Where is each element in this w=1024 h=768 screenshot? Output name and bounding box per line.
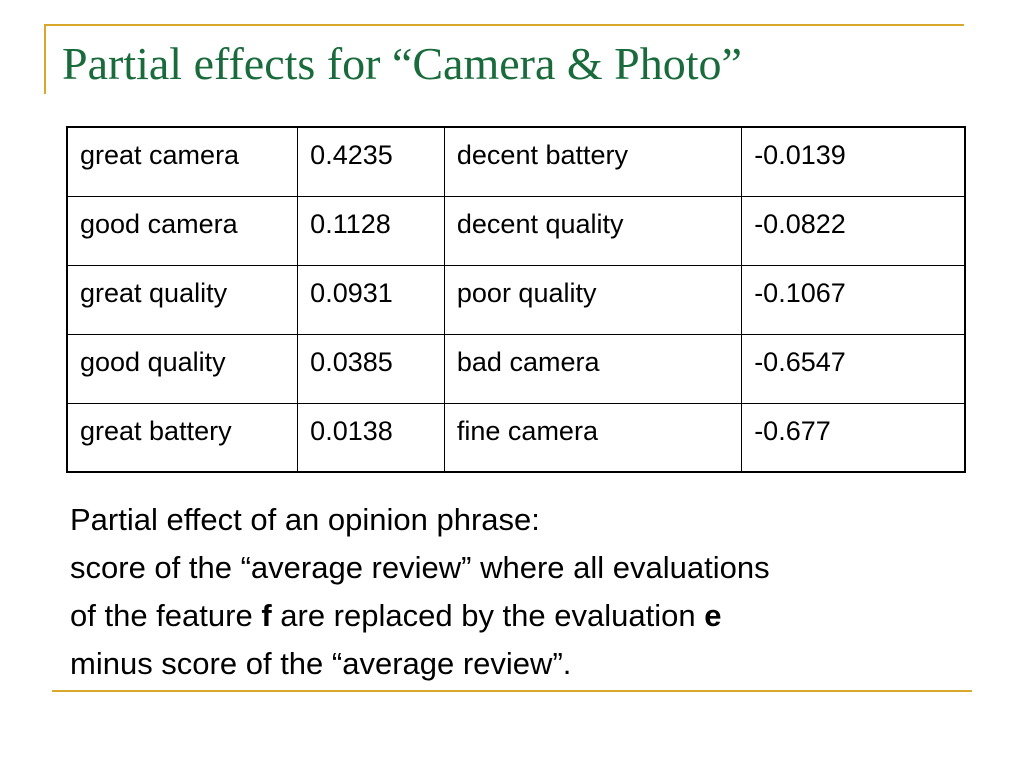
table-row: great quality 0.0931 poor quality -0.106…: [66, 264, 966, 335]
positive-value-cell: 0.4235: [297, 126, 445, 197]
table-row: good camera 0.1128 decent quality -0.082…: [66, 195, 966, 266]
definition-fragment: of the feature: [70, 598, 262, 633]
negative-phrase-cell: fine camera: [443, 402, 743, 473]
top-rule: [44, 24, 964, 26]
negative-value-cell: -0.1067: [741, 264, 966, 335]
definition-line: Partial effect of an opinion phrase:: [70, 502, 540, 537]
positive-value-cell: 0.1128: [297, 195, 445, 266]
definition-line: minus score of the “average review”.: [70, 646, 572, 681]
table-row: great battery 0.0138 fine camera -0.677: [66, 402, 966, 473]
positive-value-cell: 0.0931: [297, 264, 445, 335]
definition-line: of the feature f are replaced by the eva…: [70, 592, 990, 640]
positive-phrase-cell: great quality: [66, 264, 299, 335]
positive-phrase-cell: good quality: [66, 333, 299, 404]
negative-phrase-cell: decent battery: [443, 126, 743, 197]
positive-phrase-cell: great camera: [66, 126, 299, 197]
negative-phrase-cell: decent quality: [443, 195, 743, 266]
evaluation-symbol: e: [704, 598, 722, 633]
definition-text: Partial effect of an opinion phrase: sco…: [70, 496, 990, 688]
negative-phrase-cell: bad camera: [443, 333, 743, 404]
negative-value-cell: -0.0822: [741, 195, 966, 266]
table-row: great camera 0.4235 decent battery -0.01…: [66, 126, 966, 197]
positive-phrase-cell: good camera: [66, 195, 299, 266]
definition-line: score of the “average review” where all …: [70, 550, 770, 585]
left-rule: [44, 24, 46, 94]
definition-fragment: are replaced by the evaluation: [271, 598, 705, 633]
partial-effects-table: great camera 0.4235 decent battery -0.01…: [66, 126, 966, 473]
slide-title: Partial effects for “Camera & Photo”: [62, 38, 742, 89]
table-row: good quality 0.0385 bad camera -0.6547: [66, 333, 966, 404]
positive-value-cell: 0.0385: [297, 333, 445, 404]
negative-value-cell: -0.677: [741, 402, 966, 473]
bottom-rule: [52, 690, 972, 692]
positive-phrase-cell: great battery: [66, 402, 299, 473]
negative-value-cell: -0.6547: [741, 333, 966, 404]
positive-value-cell: 0.0138: [297, 402, 445, 473]
feature-symbol: f: [261, 598, 272, 633]
negative-value-cell: -0.0139: [741, 126, 966, 197]
negative-phrase-cell: poor quality: [443, 264, 743, 335]
